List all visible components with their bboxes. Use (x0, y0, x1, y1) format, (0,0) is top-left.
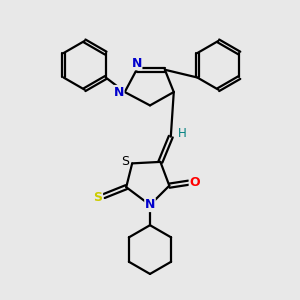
Text: S: S (94, 191, 103, 204)
Text: O: O (189, 176, 200, 189)
Text: N: N (131, 57, 142, 70)
Text: S: S (121, 155, 129, 168)
Text: N: N (114, 85, 124, 98)
Text: H: H (178, 127, 187, 140)
Text: N: N (145, 199, 155, 212)
